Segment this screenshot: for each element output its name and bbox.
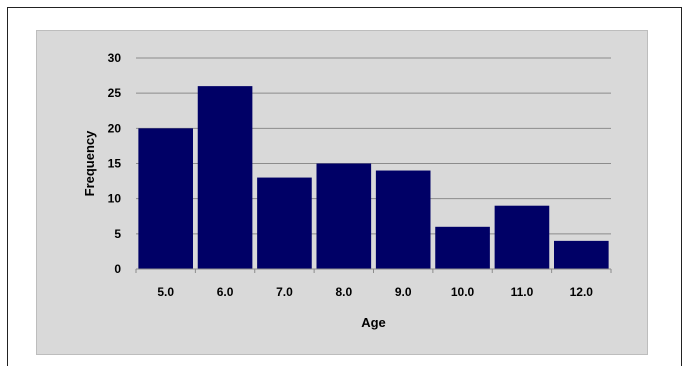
y-tick-label: 0	[114, 262, 121, 276]
x-tick-label: 11.0	[511, 285, 534, 299]
bar	[435, 226, 490, 269]
bar	[257, 177, 312, 269]
y-tick-labels: 0 5 10 15 20 25 30	[108, 51, 122, 276]
x-axis-title: Age	[361, 315, 386, 330]
bar	[197, 86, 253, 269]
x-tick-label: 5.0	[157, 285, 174, 299]
x-tick-label: 7.0	[276, 285, 293, 299]
bar	[138, 128, 193, 269]
y-tick-label: 25	[108, 86, 122, 100]
bar	[316, 163, 372, 269]
y-tick-label: 30	[108, 51, 122, 65]
bar	[554, 240, 609, 269]
x-tick-label: 8.0	[335, 285, 352, 299]
x-tick-labels: 5.0 6.0 7.0 8.0 9.0 10.0 11.0 12.0	[135, 269, 612, 299]
y-tick-label: 15	[108, 157, 122, 171]
bar	[494, 205, 550, 269]
x-tick-label: 12.0	[570, 285, 594, 299]
bars	[138, 86, 609, 269]
y-tick-label: 20	[108, 121, 122, 135]
chart-frame	[7, 7, 682, 366]
x-tick-label: 6.0	[217, 285, 234, 299]
x-tick-label: 10.0	[451, 285, 475, 299]
x-tick-label: 9.0	[395, 285, 412, 299]
y-tick-label: 5	[114, 227, 121, 241]
bar	[375, 170, 431, 269]
y-tick-label: 10	[108, 192, 122, 206]
y-axis-title: Frequency	[82, 130, 97, 197]
